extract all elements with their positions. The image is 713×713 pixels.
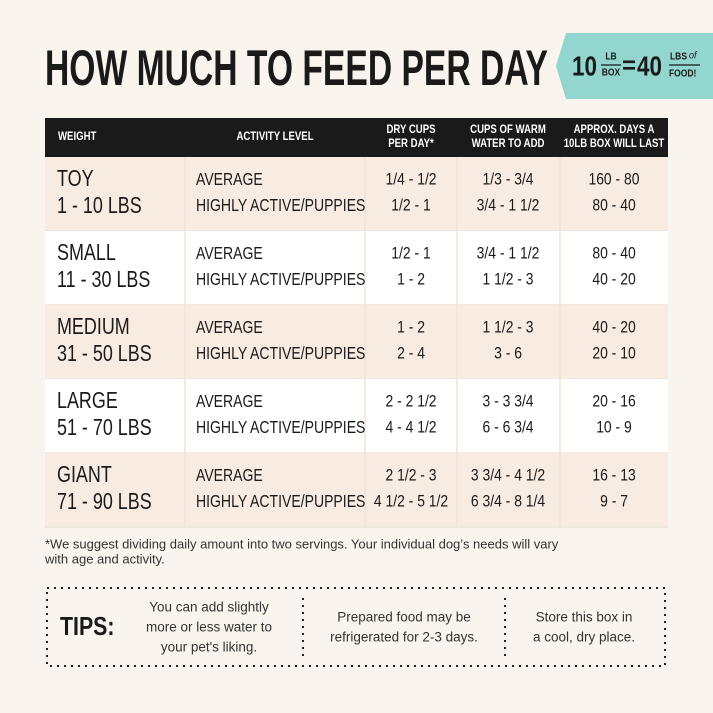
- activity-level: HIGHLY ACTIVE/PUPPIES: [196, 491, 366, 511]
- table-row: [45, 231, 668, 305]
- weight-class: LARGE: [57, 388, 118, 414]
- badge-unit: LB: [605, 51, 617, 62]
- days-last: 160 - 80: [588, 170, 639, 189]
- column-header: APPROX. DAYS A: [574, 123, 655, 136]
- water-cups: 1 1/2 - 3: [482, 318, 533, 337]
- table-row: [45, 453, 668, 527]
- dry-cups: 1 - 2: [397, 318, 425, 337]
- water-cups: 3 - 6: [494, 344, 522, 363]
- days-last: 80 - 40: [592, 244, 636, 263]
- footnote: *We suggest dividing daily amount into t…: [45, 536, 559, 551]
- water-cups: 3 - 3 3/4: [482, 392, 533, 411]
- days-last: 10 - 9: [596, 418, 632, 437]
- badge-unit: FOOD!: [669, 68, 696, 79]
- weight-class: GIANT: [57, 462, 112, 488]
- dry-cups: 2 1/2 - 3: [385, 466, 436, 485]
- days-last: 40 - 20: [592, 270, 636, 289]
- dry-cups: 1 - 2: [397, 270, 425, 289]
- dry-cups: 2 - 2 1/2: [385, 392, 436, 411]
- days-last: 20 - 16: [592, 392, 635, 411]
- tip-text: your pet's liking.: [161, 640, 257, 655]
- weight-class: TOY: [57, 166, 94, 192]
- weight-class: 71 - 90 LBS: [57, 489, 152, 515]
- tip-text: a cool, dry place.: [533, 630, 635, 645]
- tip-text: Prepared food may be: [337, 610, 471, 625]
- weight-class: 1 - 10 LBS: [57, 193, 142, 219]
- activity-level: HIGHLY ACTIVE/PUPPIES: [196, 343, 366, 363]
- days-last: 16 - 13: [592, 466, 635, 485]
- activity-level: HIGHLY ACTIVE/PUPPIES: [196, 269, 366, 289]
- water-cups: 1 1/2 - 3: [482, 270, 533, 289]
- dry-cups: 4 - 4 1/2: [385, 418, 436, 437]
- activity-level: AVERAGE: [196, 391, 263, 411]
- column-header: CUPS OF WARM: [470, 123, 546, 136]
- weight-class: SMALL: [57, 240, 116, 266]
- table-row: [45, 157, 668, 231]
- badge-number: 10: [572, 51, 597, 82]
- badge-equals: =: [622, 52, 636, 79]
- column-header: DRY CUPS: [386, 123, 435, 136]
- activity-level: HIGHLY ACTIVE/PUPPIES: [196, 195, 366, 215]
- badge-unit: LBS: [670, 51, 687, 62]
- badge-shape: [556, 33, 713, 99]
- days-last: 9 - 7: [600, 492, 628, 511]
- days-last: 80 - 40: [592, 196, 636, 215]
- dry-cups: 1/2 - 1: [391, 196, 430, 215]
- weight-class: 11 - 30 LBS: [57, 267, 150, 293]
- activity-level: AVERAGE: [196, 169, 263, 189]
- dry-cups: 4 1/2 - 5 1/2: [374, 492, 448, 511]
- weight-class: 31 - 50 LBS: [57, 341, 152, 367]
- tip-text: Store this box in: [536, 610, 633, 625]
- dry-cups: 1/4 - 1/2: [385, 170, 436, 189]
- water-cups: 3/4 - 1 1/2: [477, 244, 540, 263]
- footnote: with age and activity.: [44, 551, 165, 566]
- badge-unit: BOX: [602, 67, 621, 78]
- table-row: [45, 379, 668, 453]
- column-header: ACTIVITY LEVEL: [236, 130, 313, 143]
- water-cups: 3 3/4 - 4 1/2: [471, 466, 545, 485]
- dry-cups: 2 - 4: [397, 344, 425, 363]
- tip-text: more or less water to: [146, 620, 272, 635]
- activity-level: HIGHLY ACTIVE/PUPPIES: [196, 417, 366, 437]
- tips-box: [46, 587, 666, 667]
- table-header-bar: [45, 118, 668, 157]
- column-header: PER DAY*: [388, 137, 434, 150]
- weight-class: MEDIUM: [57, 314, 130, 340]
- days-last: 40 - 20: [592, 318, 636, 337]
- column-header: WATER TO ADD: [472, 137, 545, 150]
- badge-script: of: [689, 50, 698, 62]
- table-row: [45, 305, 668, 379]
- water-cups: 1/3 - 3/4: [482, 170, 533, 189]
- column-header: 10LB BOX WILL LAST: [564, 137, 665, 150]
- tip-text: refrigerated for 2-3 days.: [330, 630, 478, 645]
- title: HOW MUCH TO FEED PER DAY: [45, 40, 548, 96]
- badge-number: 40: [637, 51, 662, 82]
- water-cups: 3/4 - 1 1/2: [477, 196, 540, 215]
- water-cups: 6 3/4 - 8 1/4: [471, 492, 546, 511]
- tips-label: TIPS:: [60, 612, 114, 642]
- activity-level: AVERAGE: [196, 317, 263, 337]
- water-cups: 6 - 6 3/4: [482, 418, 533, 437]
- tip-text: You can add slightly: [149, 600, 269, 615]
- activity-level: AVERAGE: [196, 465, 263, 485]
- column-header: WEIGHT: [58, 130, 97, 143]
- days-last: 20 - 10: [592, 344, 636, 363]
- weight-class: 51 - 70 LBS: [57, 415, 152, 441]
- dry-cups: 1/2 - 1: [391, 244, 430, 263]
- activity-level: AVERAGE: [196, 243, 263, 263]
